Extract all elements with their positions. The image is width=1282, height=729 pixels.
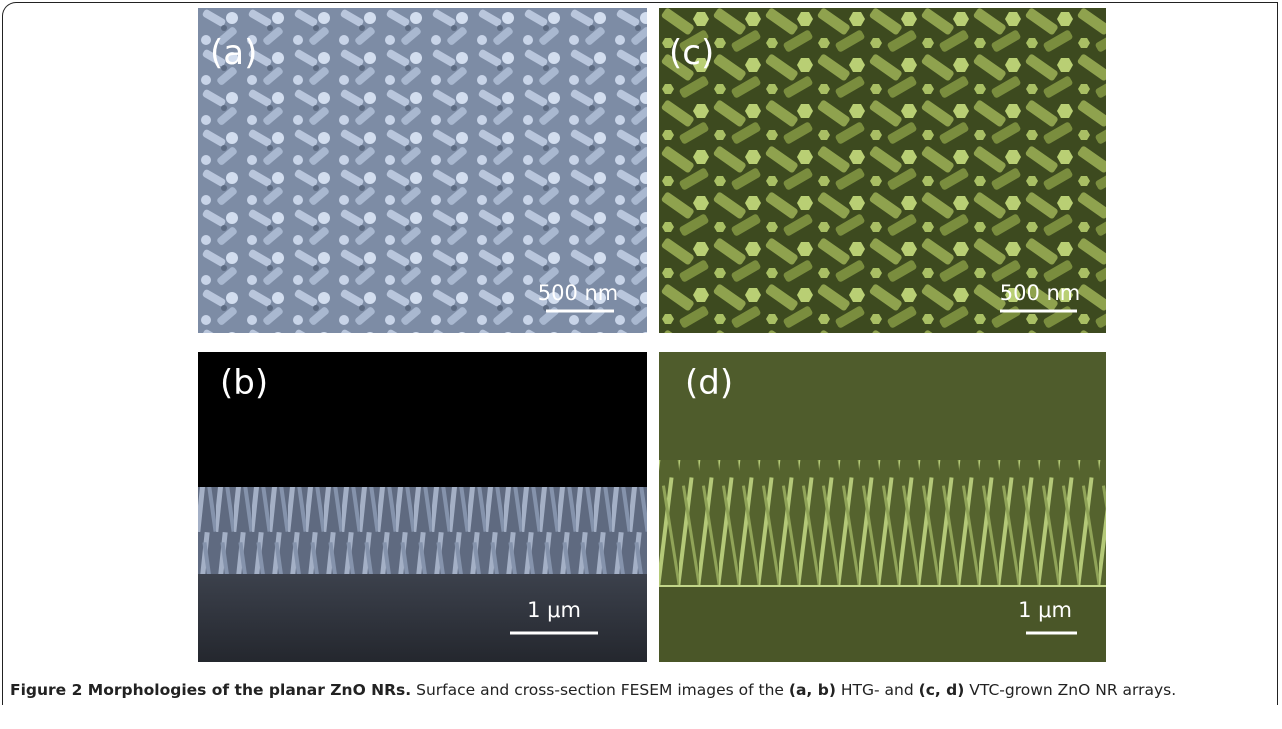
caption-text: HTG- and [841,681,914,699]
scale-bar-label: 500 nm [538,281,619,305]
caption-ref: (a, b) [789,681,836,699]
caption-text: Surface and cross-section FESEM images o… [416,681,784,699]
scale-bar-label: 1 μm [527,598,581,622]
nanorod-layer [198,487,647,575]
panel-label: (d) [685,363,733,403]
panel-label: (b) [220,363,268,403]
panel-c: (c) 500 nm [659,8,1106,333]
panel-label: (c) [669,33,714,73]
nanorod-layer [659,460,1106,586]
panel-label: (a) [210,33,257,73]
page: (a) 500 nm (c) 500 nm (b) 1 μm [0,0,1282,729]
scale-bar-label: 1 μm [1018,598,1072,622]
scale-bar-label: 500 nm [1000,281,1081,305]
panel-a: (a) 500 nm [198,8,647,333]
caption-title: Figure 2 Morphologies of the planar ZnO … [10,681,411,699]
caption-ref: (c, d) [919,681,965,699]
panel-d: (d) 1 μm [659,352,1106,662]
caption: Figure 2 Morphologies of the planar ZnO … [10,678,1180,702]
caption-text: VTC-grown ZnO NR arrays. [969,681,1176,699]
panel-b: (b) 1 μm [198,352,647,662]
